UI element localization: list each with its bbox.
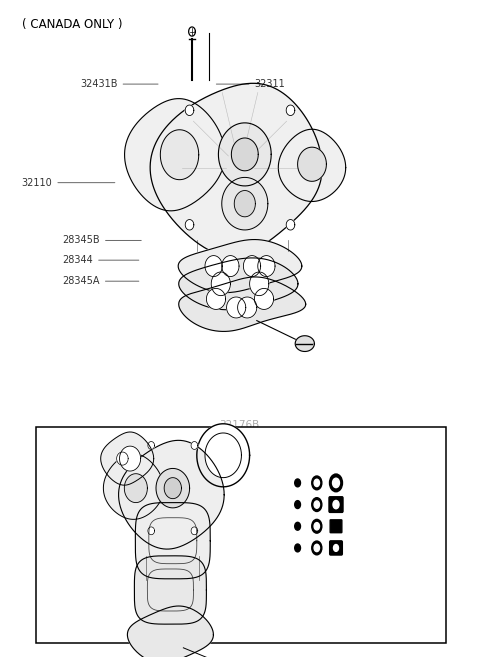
Polygon shape (250, 272, 269, 296)
Polygon shape (191, 527, 198, 535)
Polygon shape (103, 454, 164, 519)
Polygon shape (164, 478, 181, 499)
Text: 28344: 28344 (62, 255, 139, 265)
Polygon shape (156, 468, 190, 508)
Bar (36, 427, 446, 643)
Polygon shape (205, 256, 222, 277)
Text: 32110: 32110 (22, 177, 115, 188)
Polygon shape (124, 474, 147, 503)
Polygon shape (135, 503, 210, 579)
Polygon shape (205, 433, 241, 478)
Polygon shape (148, 442, 155, 449)
FancyBboxPatch shape (329, 497, 343, 512)
Polygon shape (179, 258, 298, 309)
Circle shape (314, 522, 320, 530)
Polygon shape (125, 99, 225, 211)
Circle shape (312, 519, 322, 533)
Circle shape (295, 479, 300, 487)
Polygon shape (178, 240, 302, 292)
Polygon shape (119, 440, 224, 549)
Polygon shape (258, 256, 275, 277)
Circle shape (312, 498, 322, 512)
Circle shape (295, 501, 300, 509)
Polygon shape (191, 442, 198, 449)
Circle shape (333, 501, 339, 509)
Polygon shape (179, 277, 306, 331)
Polygon shape (243, 256, 261, 277)
Polygon shape (286, 219, 295, 230)
Circle shape (314, 501, 320, 509)
Polygon shape (222, 177, 268, 230)
Polygon shape (185, 219, 194, 230)
Polygon shape (148, 527, 155, 535)
Polygon shape (231, 138, 258, 171)
Polygon shape (254, 288, 274, 309)
Circle shape (333, 478, 339, 487)
Polygon shape (218, 123, 271, 186)
Polygon shape (120, 446, 141, 471)
Polygon shape (238, 297, 257, 318)
Polygon shape (298, 147, 326, 181)
FancyBboxPatch shape (330, 520, 342, 533)
Polygon shape (227, 297, 246, 318)
Polygon shape (150, 83, 322, 256)
Circle shape (312, 541, 322, 555)
Text: 28345A: 28345A (62, 276, 139, 286)
Polygon shape (211, 272, 230, 296)
Polygon shape (197, 424, 250, 487)
Polygon shape (286, 105, 295, 116)
Polygon shape (160, 130, 199, 179)
Text: 32431B: 32431B (80, 79, 158, 89)
Text: 32176B: 32176B (219, 420, 259, 430)
Polygon shape (206, 288, 226, 309)
Circle shape (295, 522, 300, 530)
Polygon shape (234, 191, 255, 217)
Polygon shape (101, 432, 154, 485)
Polygon shape (295, 336, 314, 351)
Circle shape (334, 545, 338, 551)
Circle shape (295, 544, 300, 552)
Polygon shape (134, 556, 206, 624)
Circle shape (312, 476, 322, 490)
Polygon shape (189, 27, 195, 36)
Text: ( CANADA ONLY ): ( CANADA ONLY ) (22, 18, 122, 32)
Polygon shape (278, 129, 346, 202)
FancyBboxPatch shape (330, 541, 342, 555)
Text: 32311: 32311 (216, 79, 285, 89)
Text: 28345B: 28345B (62, 235, 141, 246)
Polygon shape (117, 452, 128, 465)
Circle shape (314, 479, 320, 487)
Polygon shape (185, 105, 194, 116)
Circle shape (329, 474, 343, 491)
Circle shape (314, 544, 320, 552)
Polygon shape (127, 606, 214, 657)
Polygon shape (222, 256, 239, 277)
